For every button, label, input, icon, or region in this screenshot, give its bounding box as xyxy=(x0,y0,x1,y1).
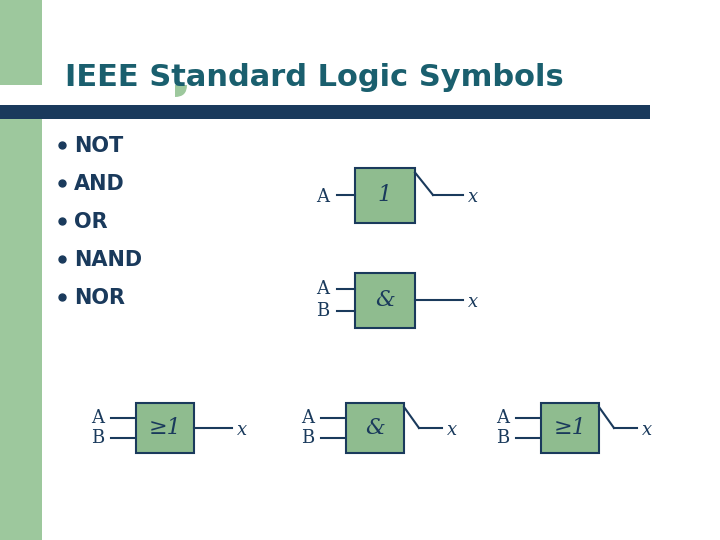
Text: A: A xyxy=(91,409,104,427)
Text: IEEE Standard Logic Symbols: IEEE Standard Logic Symbols xyxy=(65,64,564,92)
Text: &: & xyxy=(375,289,395,311)
Text: x: x xyxy=(447,421,457,439)
Text: NAND: NAND xyxy=(74,250,142,270)
Bar xyxy=(136,403,194,453)
Text: x: x xyxy=(468,293,478,311)
Text: A: A xyxy=(317,188,330,206)
Text: x: x xyxy=(468,188,478,206)
Text: NOR: NOR xyxy=(74,288,125,308)
Bar xyxy=(346,403,404,453)
Text: B: B xyxy=(302,429,315,447)
Bar xyxy=(0,105,650,119)
Bar xyxy=(541,403,599,453)
Text: 1: 1 xyxy=(378,184,392,206)
Text: A: A xyxy=(302,409,315,427)
Text: B: B xyxy=(316,302,330,320)
Bar xyxy=(0,0,42,540)
Text: x: x xyxy=(237,421,247,439)
Bar xyxy=(355,167,415,222)
Text: NOT: NOT xyxy=(74,136,123,156)
Text: AND: AND xyxy=(74,174,125,194)
Text: A: A xyxy=(317,280,330,298)
Text: ≥1: ≥1 xyxy=(554,417,586,439)
Bar xyxy=(42,0,720,85)
Text: B: B xyxy=(91,429,104,447)
Bar xyxy=(0,85,175,115)
Text: B: B xyxy=(496,429,510,447)
Text: A: A xyxy=(497,409,510,427)
Text: x: x xyxy=(642,421,652,439)
Text: &: & xyxy=(365,417,385,439)
Text: ≥1: ≥1 xyxy=(148,417,181,439)
Bar xyxy=(355,273,415,327)
Text: OR: OR xyxy=(74,212,107,232)
FancyBboxPatch shape xyxy=(0,0,187,97)
